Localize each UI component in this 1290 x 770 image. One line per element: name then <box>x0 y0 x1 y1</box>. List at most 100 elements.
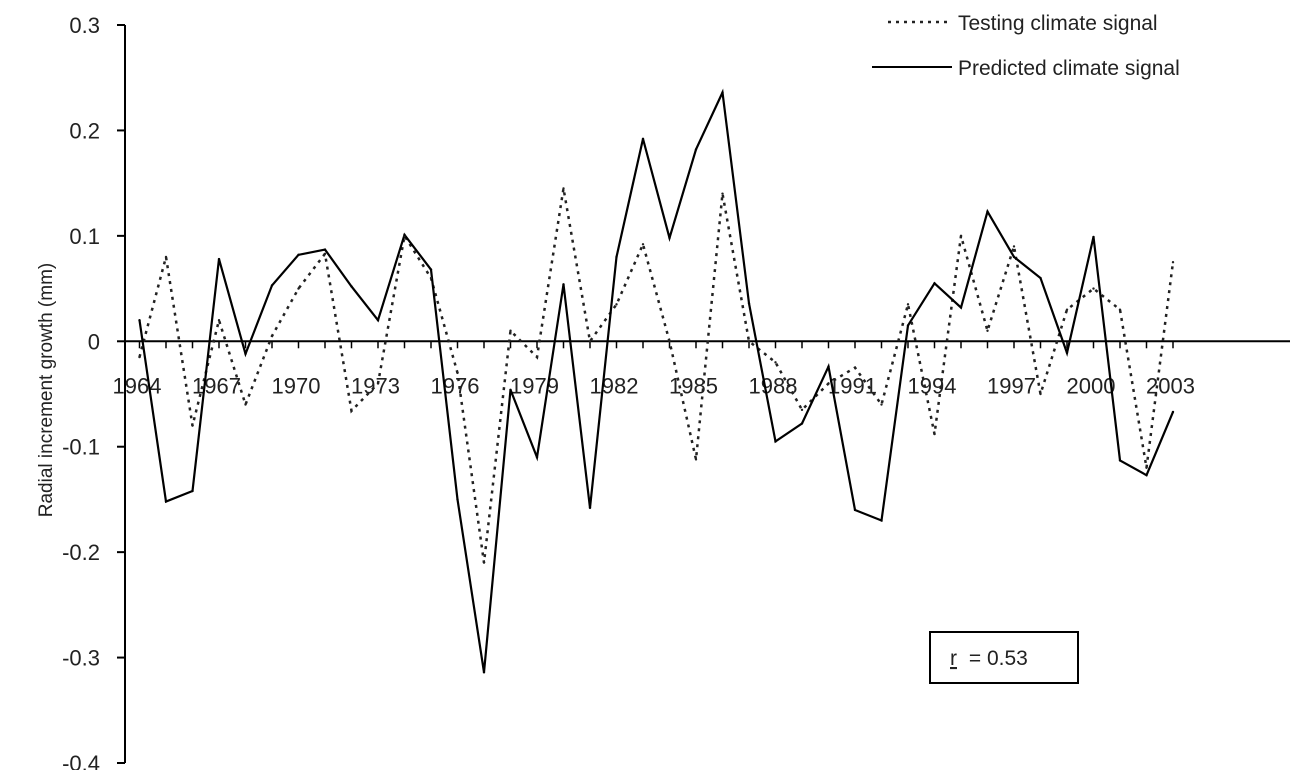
series-line-predicted-climate-signal <box>138 88 1175 673</box>
data-point-testing <box>244 403 247 406</box>
data-point-testing <box>456 371 459 375</box>
data-point-predicted <box>721 91 724 94</box>
data-point-predicted <box>1145 473 1148 477</box>
data-point-predicted <box>138 319 141 322</box>
y-axis-title: Radial increment growth (mm) <box>36 263 57 517</box>
x-tick-label: 1970 <box>272 373 321 398</box>
data-point-predicted <box>217 257 221 261</box>
data-point-testing <box>1092 287 1095 290</box>
annotation-value: = 0.53 <box>969 647 1028 670</box>
data-point-testing <box>429 276 433 280</box>
data-point-testing <box>297 287 300 290</box>
x-tick-label: 1997 <box>987 373 1036 398</box>
legend-label-testing: Testing climate signal <box>958 12 1158 35</box>
data-point-testing <box>641 243 645 246</box>
data-point-predicted <box>270 284 274 287</box>
data-point-predicted <box>853 508 857 512</box>
data-point-testing <box>323 252 327 255</box>
annotation-text: r = 0.53 <box>950 647 1028 670</box>
data-point-testing <box>800 408 804 412</box>
data-point-predicted <box>880 519 883 522</box>
data-point-predicted <box>429 268 433 271</box>
y-tick-label: -0.1 <box>62 435 100 460</box>
data-point-predicted <box>164 500 168 503</box>
data-point-testing <box>880 403 883 406</box>
data-point-predicted <box>1171 410 1175 414</box>
data-point-testing <box>1065 308 1069 311</box>
x-tick-label: 1973 <box>351 373 400 398</box>
data-point-predicted <box>986 210 989 213</box>
x-tick-label: 1988 <box>749 373 798 398</box>
y-tick-label: 0.1 <box>69 224 100 249</box>
x-tick-label: 1964 <box>113 373 162 398</box>
data-point-testing <box>138 355 141 359</box>
data-point-testing <box>588 340 592 343</box>
data-point-testing <box>1145 466 1148 469</box>
y-tick-label: 0 <box>88 329 100 354</box>
x-tick-label: 1976 <box>431 373 480 398</box>
y-axis-ticks: 0.3 0.2 0.1 0 -0.1 -0.2 -0.3 -0.4 <box>62 13 125 770</box>
data-point-predicted <box>456 498 459 501</box>
x-tick-label: 2000 <box>1067 373 1116 398</box>
y-tick-label: 0.2 <box>69 118 100 143</box>
data-point-predicted <box>191 489 194 493</box>
data-point-predicted <box>641 137 645 141</box>
x-tick-label: 1982 <box>590 373 639 398</box>
data-point-predicted <box>244 352 247 356</box>
data-point-predicted <box>1092 235 1095 239</box>
data-point-testing <box>721 192 724 195</box>
data-point-predicted <box>668 236 671 240</box>
data-point-predicted <box>403 233 406 237</box>
annotation-r-symbol: r <box>950 647 957 670</box>
series-line-testing-climate-signal <box>138 188 1175 563</box>
data-point-predicted <box>297 253 300 257</box>
data-point-predicted <box>906 324 910 327</box>
data-point-predicted <box>800 422 804 425</box>
data-point-testing <box>906 303 910 306</box>
annotation-box <box>929 631 1079 684</box>
data-point-testing <box>1012 245 1016 248</box>
data-point-predicted <box>350 285 353 288</box>
data-point-testing <box>350 409 353 413</box>
data-point-testing <box>959 234 963 238</box>
data-point-testing <box>1171 261 1175 264</box>
data-point-testing <box>615 303 618 306</box>
data-point-predicted <box>827 365 830 368</box>
data-point-testing <box>933 432 936 436</box>
data-point-predicted <box>1118 459 1122 462</box>
data-point-testing <box>747 340 751 343</box>
data-point-testing <box>509 329 512 332</box>
data-point-predicted <box>535 456 539 459</box>
data-point-testing <box>191 424 194 427</box>
data-point-testing <box>986 329 989 332</box>
y-tick-label: -0.2 <box>62 540 100 565</box>
data-point-testing <box>535 355 539 359</box>
data-point-predicted <box>1065 351 1069 355</box>
data-point-testing <box>164 255 168 259</box>
x-axis-ticks: 1964 1967 1970 1973 1976 1979 1982 1985 1988 1991… <box>113 341 1195 398</box>
data-point-predicted <box>562 283 565 286</box>
data-point-testing <box>270 334 274 338</box>
data-point-testing <box>827 382 830 385</box>
data-point-predicted <box>774 440 777 443</box>
data-point-testing <box>1039 392 1042 396</box>
data-point-predicted <box>323 248 327 251</box>
x-tick-label: 1991 <box>828 373 877 398</box>
data-point-testing <box>774 361 777 364</box>
x-tick-label: 1979 <box>510 373 559 398</box>
data-point-predicted <box>959 306 963 309</box>
x-tick-label: 1985 <box>669 373 718 398</box>
y-tick-label: -0.4 <box>62 751 100 770</box>
data-points <box>138 91 1175 674</box>
y-tick-label: -0.3 <box>62 646 100 671</box>
data-point-predicted <box>509 388 512 391</box>
data-point-predicted <box>933 282 936 285</box>
x-tick-label: 1994 <box>908 373 957 398</box>
data-point-testing <box>376 382 380 385</box>
legend: Testing climate signal Predicted climate… <box>872 12 1180 80</box>
x-tick-label: 2003 <box>1146 373 1195 398</box>
data-point-predicted <box>376 319 380 322</box>
data-point-testing <box>853 366 857 369</box>
data-point-predicted <box>1039 276 1042 280</box>
